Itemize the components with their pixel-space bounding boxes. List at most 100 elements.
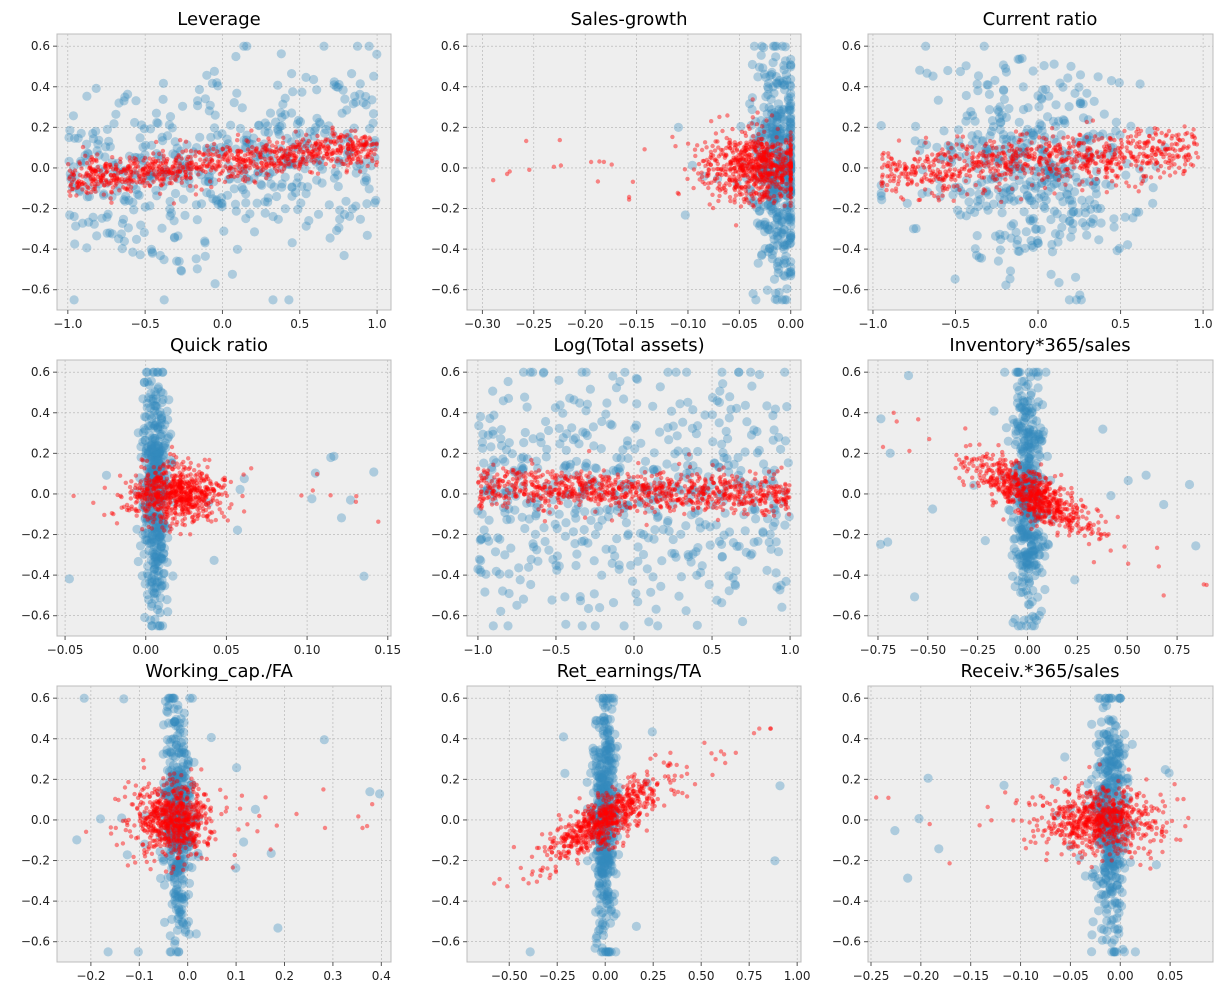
scatter-point [300, 149, 305, 155]
scatter-point [348, 160, 353, 166]
scatter-point [1192, 135, 1198, 141]
scatter-point [965, 192, 970, 197]
scatter-point [708, 149, 714, 155]
scatter-point [271, 117, 281, 127]
scatter-point [1015, 54, 1025, 64]
scatter-point [202, 143, 212, 153]
scatter-point [1135, 154, 1141, 160]
scatter-point [93, 139, 103, 149]
scatter-point [74, 185, 85, 195]
scatter-point [1010, 186, 1015, 192]
scatter-point [1115, 175, 1120, 180]
x-tick-label: −0.30 [464, 317, 501, 331]
scatter-point [174, 158, 179, 163]
scatter-point [751, 134, 756, 139]
scatter-point [129, 479, 134, 484]
scatter-point [205, 486, 210, 491]
scatter-point [103, 209, 113, 219]
scatter-point [893, 189, 899, 194]
scatter-point [329, 77, 339, 87]
scatter-point [1161, 170, 1167, 175]
scatter-point [307, 494, 317, 504]
scatter-point [249, 128, 254, 133]
scatter-point [299, 493, 304, 498]
scatter-point [954, 153, 959, 159]
scatter-point [368, 137, 373, 142]
scatter-point [325, 233, 335, 243]
scatter-point [69, 295, 79, 305]
x-tick-label: 0.00 [777, 317, 804, 331]
scatter-point [779, 122, 789, 132]
scatter-point [1065, 134, 1071, 140]
scatter-point [692, 147, 698, 152]
scatter-point [159, 440, 170, 451]
scatter-point [315, 171, 321, 176]
scatter-point [940, 193, 945, 198]
scatter-point [748, 178, 753, 183]
scatter-point [1182, 168, 1188, 174]
scatter-point [161, 177, 166, 182]
scatter-point [147, 621, 157, 631]
scatter-point [1031, 166, 1036, 171]
scatter-point [1037, 135, 1042, 140]
scatter-point [235, 173, 240, 179]
y-tick-label: 0.0 [441, 161, 460, 175]
scatter-point [83, 153, 88, 158]
scatter-point [355, 214, 365, 224]
scatter-point [297, 87, 307, 97]
x-tick-label: 0.5 [290, 317, 309, 331]
scatter-point [158, 136, 168, 146]
scatter-point [908, 224, 919, 234]
x-tick-label: −0.25 [515, 317, 552, 331]
scatter-point [193, 153, 198, 159]
scatter-point [775, 157, 780, 162]
scatter-point [198, 157, 203, 162]
scatter-point [1181, 144, 1187, 149]
scatter-point [774, 264, 784, 274]
scatter-point [990, 151, 995, 157]
scatter-point [993, 256, 1004, 266]
scatter-point [764, 141, 769, 146]
scatter-point [241, 157, 246, 162]
scatter-point [151, 179, 156, 184]
scatter-point [1052, 191, 1057, 196]
scatter-point [131, 184, 141, 195]
scatter-point [250, 144, 255, 150]
scatter-point [767, 164, 773, 170]
scatter-point [783, 189, 788, 194]
scatter-point [960, 134, 966, 139]
scatter-point [1150, 136, 1156, 141]
scatter-point [163, 533, 173, 543]
scatter-point [368, 118, 378, 128]
scatter-point [786, 54, 796, 64]
scatter-point [1186, 144, 1191, 149]
scatter-point [767, 69, 777, 80]
scatter-point [973, 162, 978, 168]
scatter-point [782, 284, 792, 294]
scatter-point [262, 121, 273, 131]
scatter-point [324, 200, 334, 210]
scatter-point [357, 169, 363, 174]
scatter-point [1023, 103, 1033, 113]
scatter-point [217, 171, 223, 177]
scatter-point [234, 157, 239, 162]
scatter-point [324, 151, 329, 157]
scatter-point [1134, 129, 1139, 135]
scatter-point [88, 134, 98, 144]
scatter-point [1066, 61, 1076, 71]
scatter-point [1088, 214, 1098, 224]
scatter-point [711, 167, 716, 172]
scatter-point [1047, 153, 1053, 158]
scatter-point [936, 195, 941, 200]
scatter-point [761, 92, 771, 102]
scatter-point [507, 169, 512, 174]
scatter-point [319, 139, 324, 145]
scatter-point [712, 148, 718, 153]
scatter-point [1165, 160, 1171, 166]
scatter-point [716, 145, 721, 150]
scatter-point [241, 509, 247, 514]
scatter-point [233, 174, 243, 184]
scatter-point [876, 121, 886, 131]
scatter-point [1169, 142, 1175, 147]
scatter-point [1039, 61, 1049, 71]
